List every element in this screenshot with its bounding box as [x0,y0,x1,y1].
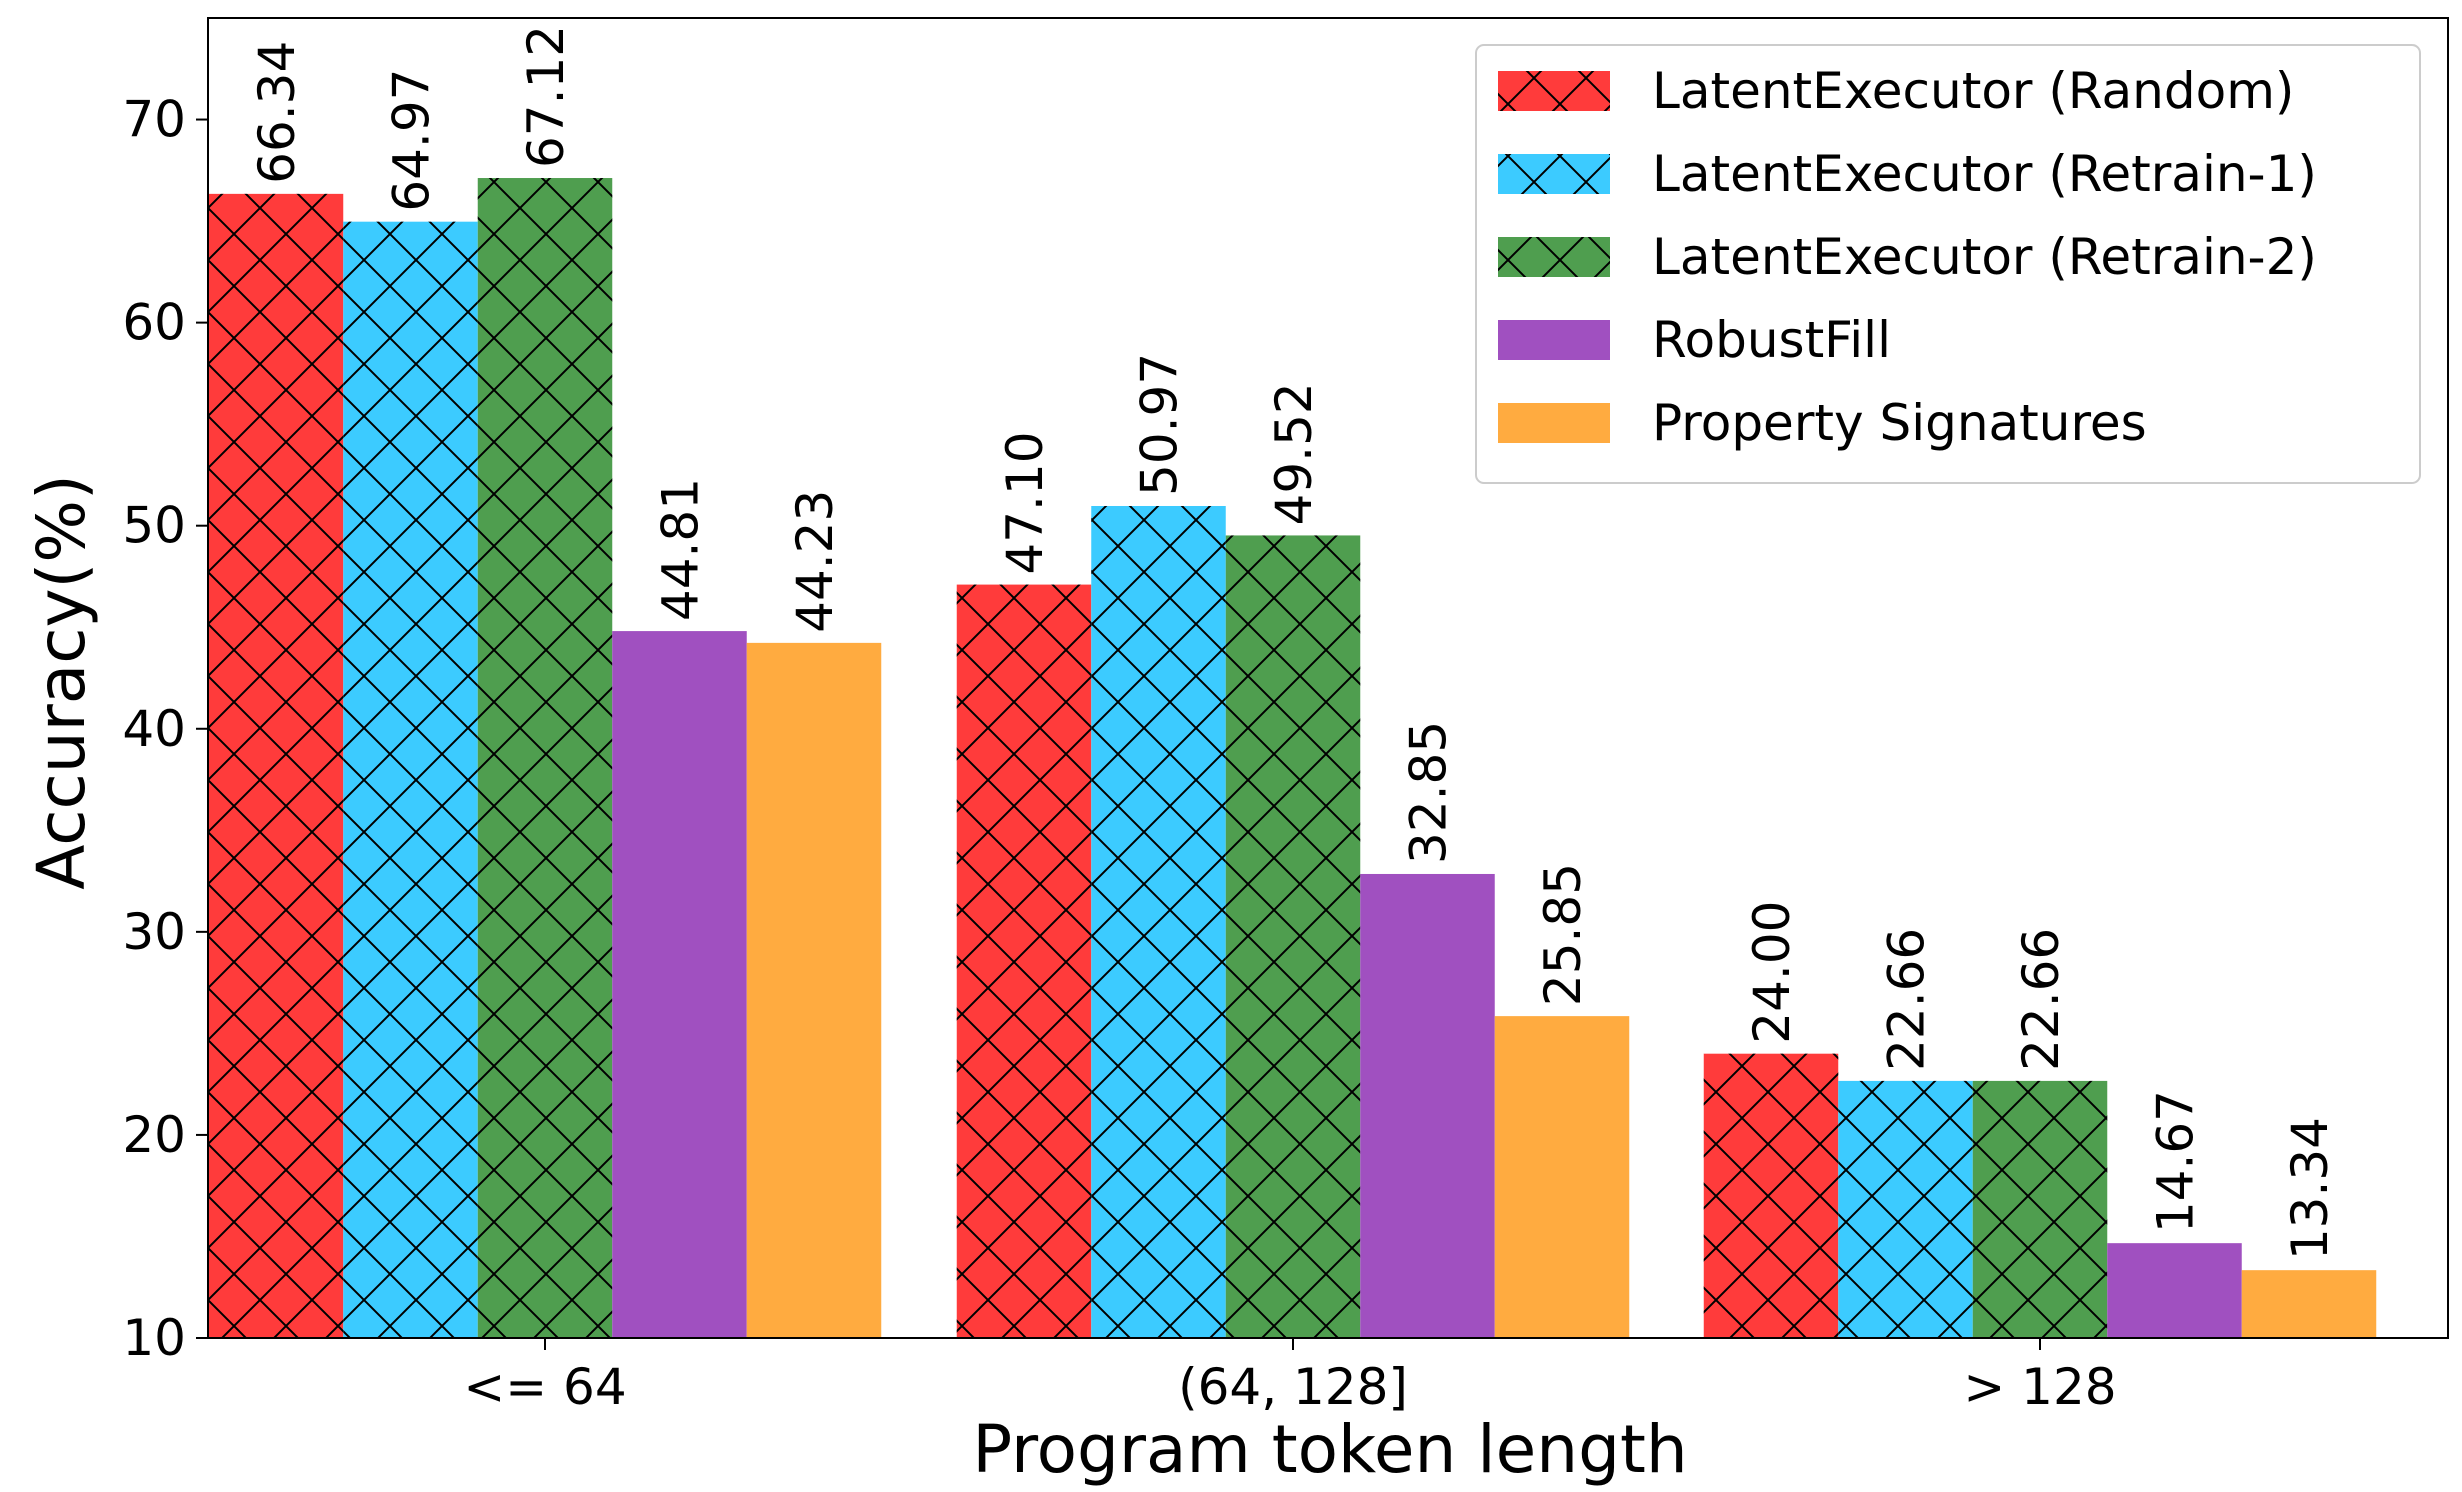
data-label-property-signatures-0: 44.23 [786,490,844,633]
bar-hatch-latentexecutor-retrain-2-2 [1972,1080,2108,1338]
data-labels-layer: 66.34 64.97 67.12 44.81 44.23 47.10 50.97 49.52… [248,25,2339,1260]
data-label-latentexecutor-retrain-2-1: 49.52 [1265,382,1323,525]
axes-layer: 10 20 30 40 50 60 70 <= 64 (64, 128] > 128 [122,17,2449,1416]
legend-box [1475,44,2421,484]
bar-robustfill-0 [612,631,747,1338]
x-tick-label: <= 64 [463,1358,626,1416]
legend-swatch-robustfill [1498,320,1610,360]
y-tick-label: 10 [122,1309,186,1367]
bar-robustfill-1 [1360,873,1495,1338]
bar-hatch-latentexecutor-random-0 [208,193,344,1338]
x-tick-label: > 128 [1963,1358,2116,1416]
x-axis-title: Program token length [972,1411,1687,1488]
legend-swatch-hatch-latentexecutor-retrain-1 [1498,154,1610,194]
bar-property-signatures-2 [2241,1270,2377,1338]
data-label-property-signatures-2: 13.34 [2281,1117,2339,1260]
data-label-robustfill-2: 14.67 [2147,1090,2205,1233]
legend-swatch-hatch-latentexecutor-retrain-2 [1498,237,1610,277]
y-tick-label: 70 [122,91,186,149]
data-label-latentexecutor-retrain-2-2: 22.66 [2012,928,2070,1071]
bar-hatch-latentexecutor-retrain-1-2 [1838,1080,1973,1338]
legend-label-robustfill: RobustFill [1652,311,1891,369]
data-label-latentexecutor-retrain-1-2: 22.66 [1878,928,1936,1071]
bar-hatch-latentexecutor-random-2 [1703,1053,1839,1338]
legend-swatch-property-signatures [1498,403,1610,443]
data-label-robustfill-1: 32.85 [1400,721,1458,864]
data-label-latentexecutor-retrain-2-0: 67.12 [517,25,575,168]
bar-property-signatures-0 [746,642,882,1338]
legend-label-latentexecutor-retrain-1: LatentExecutor (Retrain-1) [1652,145,2317,203]
bar-property-signatures-1 [1494,1016,1630,1338]
legend-label-property-signatures: Property Signatures [1652,394,2147,452]
x-tick-label: (64, 128] [1178,1358,1408,1416]
y-tick-label: 50 [122,497,186,555]
y-tick-label: 20 [122,1106,186,1164]
legend-swatch-hatch-latentexecutor-random [1498,71,1610,111]
y-tick-label: 30 [122,903,186,961]
bar-hatch-latentexecutor-retrain-1-0 [343,221,478,1338]
legend: LatentExecutor (Random) LatentExecutor (R… [1475,44,2421,484]
data-label-latentexecutor-retrain-1-1: 50.97 [1131,353,1189,496]
bar-hatch-latentexecutor-retrain-2-0 [477,178,613,1338]
y-tick-label: 40 [122,700,186,758]
data-label-latentexecutor-retrain-1-0: 64.97 [383,69,441,212]
data-label-latentexecutor-random-1: 47.10 [996,431,1054,574]
bar-hatch-latentexecutor-retrain-1-1 [1091,505,1226,1338]
y-tick-label: 60 [122,294,186,352]
bars-layer [208,178,2377,1338]
bar-robustfill-2 [2107,1243,2242,1338]
bar-hatch-latentexecutor-random-1 [956,584,1092,1338]
data-label-robustfill-0: 44.81 [652,478,710,621]
bar-hatch-latentexecutor-retrain-2-1 [1225,535,1361,1338]
plot-frame [207,17,2449,1339]
legend-label-latentexecutor-retrain-2: LatentExecutor (Retrain-2) [1652,228,2317,286]
data-label-latentexecutor-random-0: 66.34 [248,41,306,184]
legend-label-latentexecutor-random: LatentExecutor (Random) [1652,62,2294,120]
data-label-property-signatures-1: 25.85 [1534,863,1592,1006]
data-label-latentexecutor-random-2: 24.00 [1743,901,1801,1044]
y-axis-title: Accuracy(%) [23,474,100,890]
